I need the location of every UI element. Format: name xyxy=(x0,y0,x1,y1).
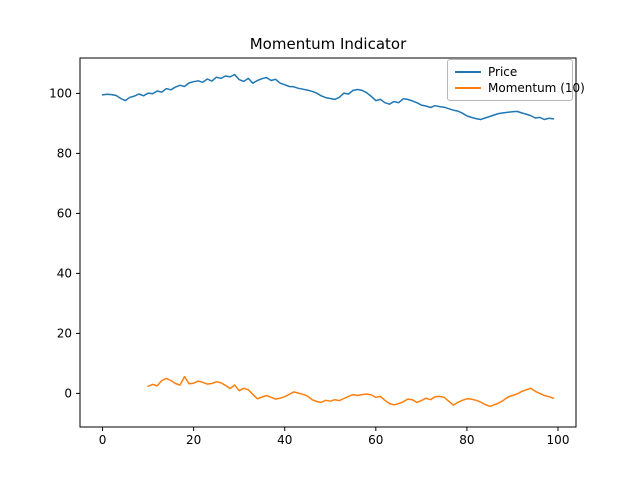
momentum-10-line xyxy=(147,375,555,408)
y-tick-label: 100 xyxy=(49,86,72,100)
x-tick-label: 80 xyxy=(459,433,474,447)
x-tick-label: 40 xyxy=(277,433,292,447)
y-tick-label: 20 xyxy=(57,326,72,340)
x-tick-label: 20 xyxy=(186,433,201,447)
legend-label-momentum: Momentum (10) xyxy=(488,81,585,95)
legend-label-price: Price xyxy=(488,65,518,79)
axes-frame xyxy=(79,57,577,428)
momentum-line-swatch xyxy=(455,87,481,89)
y-tick-label: 60 xyxy=(57,206,72,220)
price-line-swatch xyxy=(455,71,481,73)
y-tick-label: 40 xyxy=(57,266,72,280)
y-tick-label: 0 xyxy=(64,386,72,400)
legend: Price Momentum (10) xyxy=(447,59,585,101)
legend-item-price: Price xyxy=(455,64,566,80)
price-line xyxy=(101,73,555,121)
x-tick-label: 0 xyxy=(99,433,107,447)
y-tick-label: 80 xyxy=(57,146,72,160)
chart-title: Momentum Indicator xyxy=(249,35,407,53)
x-tick-label: 60 xyxy=(368,433,383,447)
legend-item-momentum: Momentum (10) xyxy=(455,80,585,96)
x-tick-label: 100 xyxy=(547,433,570,447)
